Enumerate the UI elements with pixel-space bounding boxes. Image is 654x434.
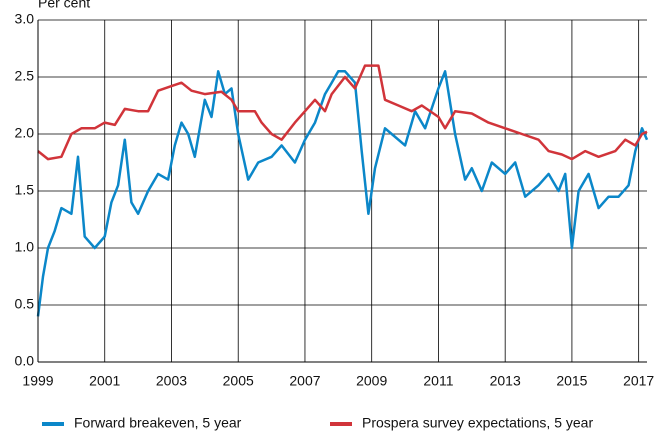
x-tick-label: 2009 xyxy=(356,373,387,389)
y-tick-label: 1.5 xyxy=(15,182,35,198)
x-tick-label: 2007 xyxy=(289,373,320,389)
x-tick-label: 2003 xyxy=(156,373,187,389)
x-tick-label: 2013 xyxy=(490,373,521,389)
y-tick-label: 2.5 xyxy=(15,68,35,84)
legend-label: Forward breakeven, 5 year xyxy=(74,415,242,431)
x-tick-label: 2001 xyxy=(89,373,120,389)
x-tick-label: 2005 xyxy=(223,373,254,389)
x-tick-label: 2011 xyxy=(423,373,453,389)
y-tick-label: 0.5 xyxy=(15,296,35,312)
data-line xyxy=(36,70,649,317)
legend-label: Prospera survey expectations, 5 year xyxy=(362,415,593,431)
y-tick-label: 1.0 xyxy=(15,239,35,255)
x-tick-label: 2017 xyxy=(623,373,654,389)
y-tick-label: 2.0 xyxy=(15,125,35,141)
x-tick-label: 2015 xyxy=(556,373,587,389)
y-axis-label: Per cent xyxy=(38,0,90,11)
x-tick-label: 1999 xyxy=(22,373,53,389)
y-tick-label: 3.0 xyxy=(15,11,35,27)
data-line xyxy=(37,64,648,161)
y-tick-label: 0.0 xyxy=(15,353,35,369)
